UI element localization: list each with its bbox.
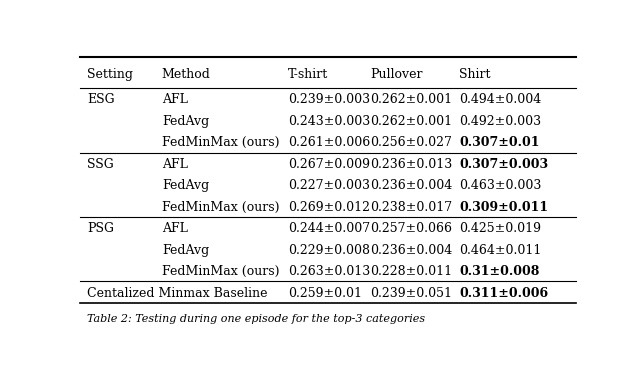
Text: 0.263±0.013: 0.263±0.013 — [288, 265, 371, 278]
Text: 0.243±0.003: 0.243±0.003 — [288, 115, 371, 128]
Text: 0.31±0.008: 0.31±0.008 — [460, 265, 540, 278]
Text: Method: Method — [162, 68, 211, 81]
Text: AFL: AFL — [162, 222, 188, 235]
Text: 0.492±0.003: 0.492±0.003 — [460, 115, 541, 128]
Text: 0.227±0.003: 0.227±0.003 — [288, 179, 371, 192]
Text: 0.236±0.004: 0.236±0.004 — [370, 244, 452, 257]
Text: 0.261±0.006: 0.261±0.006 — [288, 136, 371, 149]
Text: PSG: PSG — [88, 222, 115, 235]
Text: 0.239±0.051: 0.239±0.051 — [370, 286, 452, 300]
Text: 0.244±0.007: 0.244±0.007 — [288, 222, 371, 235]
Text: FedMinMax (ours): FedMinMax (ours) — [162, 265, 279, 278]
Text: 0.228±0.011: 0.228±0.011 — [370, 265, 452, 278]
Text: Shirt: Shirt — [460, 68, 491, 81]
Text: 0.262±0.001: 0.262±0.001 — [370, 115, 452, 128]
Text: SSG: SSG — [88, 158, 114, 171]
Text: 0.311±0.006: 0.311±0.006 — [460, 286, 548, 300]
Text: 0.309±0.011: 0.309±0.011 — [460, 201, 548, 214]
Text: 0.239±0.003: 0.239±0.003 — [288, 93, 371, 106]
Text: Table 2: Testing during one episode for the top-3 categories: Table 2: Testing during one episode for … — [88, 314, 426, 324]
Text: 0.257±0.066: 0.257±0.066 — [370, 222, 452, 235]
Text: T-shirt: T-shirt — [288, 68, 328, 81]
Text: 0.236±0.004: 0.236±0.004 — [370, 179, 452, 192]
Text: 0.236±0.013: 0.236±0.013 — [370, 158, 452, 171]
Text: AFL: AFL — [162, 93, 188, 106]
Text: 0.267±0.009: 0.267±0.009 — [288, 158, 371, 171]
Text: Setting: Setting — [88, 68, 134, 81]
Text: 0.262±0.001: 0.262±0.001 — [370, 93, 452, 106]
Text: 0.259±0.01: 0.259±0.01 — [288, 286, 362, 300]
Text: 0.256±0.027: 0.256±0.027 — [370, 136, 452, 149]
Text: 0.238±0.017: 0.238±0.017 — [370, 201, 452, 214]
Text: Centalized Minmax Baseline: Centalized Minmax Baseline — [88, 286, 268, 300]
Text: AFL: AFL — [162, 158, 188, 171]
Text: 0.307±0.003: 0.307±0.003 — [460, 158, 548, 171]
Text: FedMinMax (ours): FedMinMax (ours) — [162, 136, 279, 149]
Text: FedAvg: FedAvg — [162, 244, 209, 257]
Text: FedAvg: FedAvg — [162, 115, 209, 128]
Text: 0.494±0.004: 0.494±0.004 — [460, 93, 541, 106]
Text: 0.425±0.019: 0.425±0.019 — [460, 222, 541, 235]
Text: 0.307±0.01: 0.307±0.01 — [460, 136, 540, 149]
Text: 0.464±0.011: 0.464±0.011 — [460, 244, 542, 257]
Text: ESG: ESG — [88, 93, 115, 106]
Text: 0.463±0.003: 0.463±0.003 — [460, 179, 542, 192]
Text: Pullover: Pullover — [370, 68, 422, 81]
Text: 0.269±0.012: 0.269±0.012 — [288, 201, 371, 214]
Text: 0.229±0.008: 0.229±0.008 — [288, 244, 371, 257]
Text: FedAvg: FedAvg — [162, 179, 209, 192]
Text: FedMinMax (ours): FedMinMax (ours) — [162, 201, 279, 214]
